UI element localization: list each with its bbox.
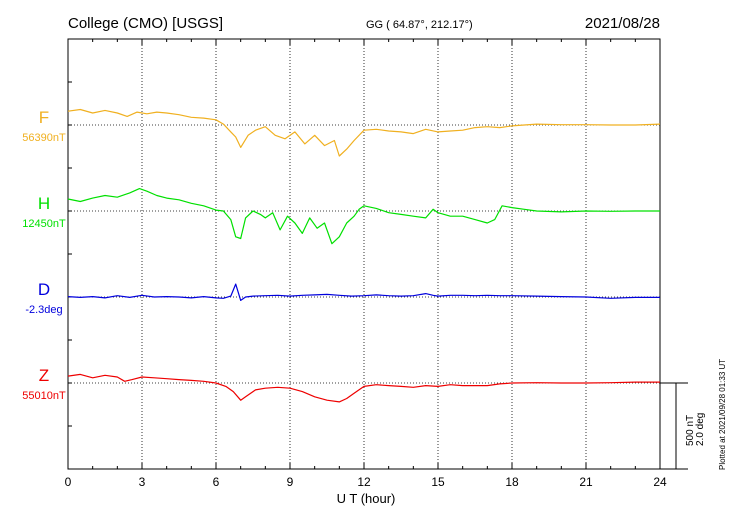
tick-label-3: 3 xyxy=(139,475,146,489)
series-name-F: F xyxy=(39,108,49,127)
scale-bar-deg-label: 2.0 deg xyxy=(695,413,706,446)
tick-label-9: 9 xyxy=(287,475,294,489)
series-lines xyxy=(67,108,661,403)
series-baseline-F: 56390nT xyxy=(22,132,66,144)
series-line-H xyxy=(67,188,660,245)
chart-date: 2021/08/28 xyxy=(585,15,660,32)
tick-label-21: 21 xyxy=(579,475,593,489)
scale-bar-nt-label: 500 nT xyxy=(685,415,696,446)
x-axis-ticks: 0 3 6 9 12 15 18 21 24 xyxy=(65,38,667,489)
scale-bar: 500 nT 2.0 deg xyxy=(660,382,706,470)
tick-label-15: 15 xyxy=(431,475,445,489)
tick-label-6: 6 xyxy=(213,475,220,489)
tick-label-24: 24 xyxy=(653,475,667,489)
series-line-D xyxy=(67,283,660,301)
series-name-H: H xyxy=(38,194,50,213)
series-baseline-H: 12450nT xyxy=(22,218,66,230)
tick-label-12: 12 xyxy=(357,475,371,489)
grid-lines xyxy=(141,39,587,469)
series-line-Z xyxy=(67,373,660,403)
series-name-D: D xyxy=(38,280,50,299)
series-name-Z: Z xyxy=(39,366,49,385)
tick-label-0: 0 xyxy=(65,475,72,489)
series-baseline-Z: 55010nT xyxy=(22,390,66,402)
x-axis-label: U T (hour) xyxy=(337,491,396,506)
series-line-F xyxy=(67,108,661,157)
baseline-lines xyxy=(68,124,660,384)
plot-frame xyxy=(67,38,661,470)
tick-label-18: 18 xyxy=(505,475,519,489)
series-baseline-D: -2.3deg xyxy=(25,304,62,316)
plotted-timestamp: Plotted at 2021/09/28 01:33 UT xyxy=(718,359,727,470)
station-coordinates: GG ( 64.87°, 212.17°) xyxy=(366,19,473,31)
chart-title: College (CMO) [USGS] xyxy=(68,15,223,32)
series-labels: F 56390nT H 12450nT D -2.3deg Z 55010nT xyxy=(22,108,66,402)
